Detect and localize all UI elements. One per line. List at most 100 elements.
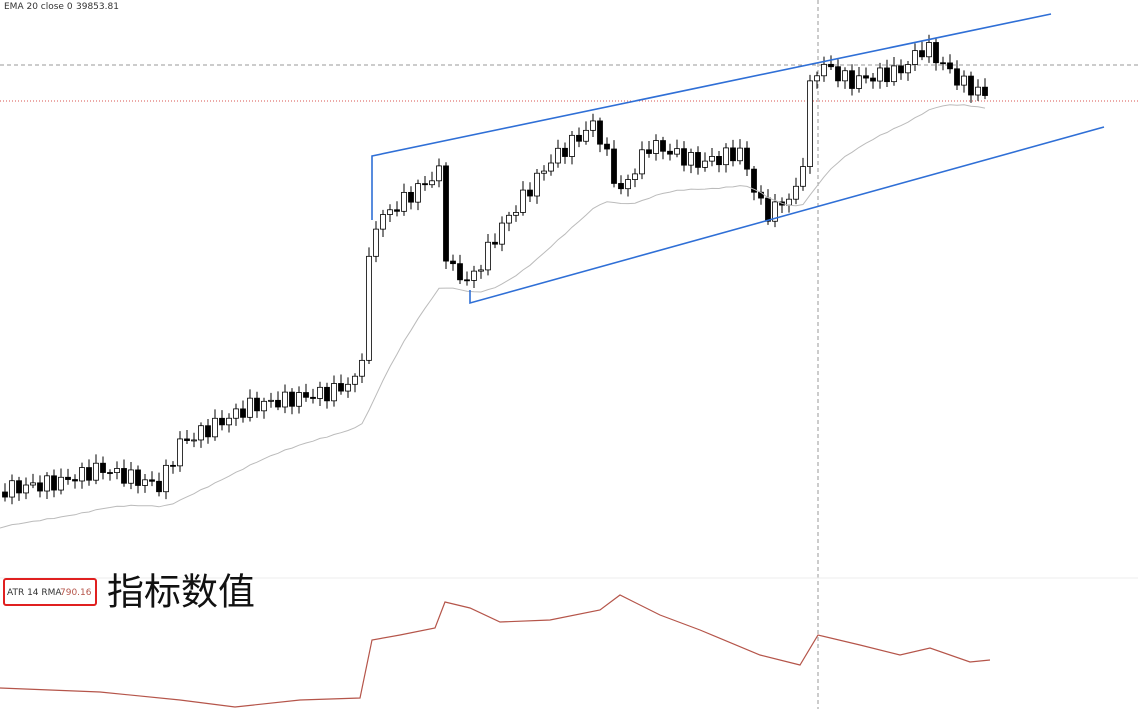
candle-part bbox=[457, 263, 463, 281]
candle-part bbox=[695, 152, 701, 168]
candle-part bbox=[324, 386, 330, 402]
atr-line bbox=[0, 594, 991, 708]
candle-part bbox=[933, 42, 939, 64]
candle-part bbox=[289, 391, 295, 407]
candle-part bbox=[149, 479, 155, 482]
candle-part bbox=[114, 468, 120, 473]
candle-part bbox=[429, 180, 435, 186]
candle-part bbox=[688, 152, 694, 166]
candle-part bbox=[366, 255, 372, 361]
candle-part bbox=[968, 75, 974, 96]
candle-part bbox=[653, 140, 659, 154]
candle-part bbox=[23, 484, 29, 494]
candle-part bbox=[849, 70, 855, 89]
candle-part bbox=[667, 150, 673, 155]
candle-part bbox=[107, 472, 113, 474]
channel-upper bbox=[371, 13, 1052, 220]
candle-part bbox=[198, 425, 204, 441]
candle-part bbox=[632, 173, 638, 180]
candle-part bbox=[121, 468, 127, 484]
candle-part bbox=[723, 147, 729, 166]
candle-part bbox=[79, 467, 85, 482]
candle-part bbox=[58, 476, 64, 491]
candle-part bbox=[912, 50, 918, 65]
candle-part bbox=[254, 397, 260, 412]
candle-part bbox=[86, 467, 92, 481]
candle-part bbox=[569, 134, 575, 157]
candle-part bbox=[275, 399, 281, 408]
candle-part bbox=[422, 183, 428, 186]
candles bbox=[2, 34, 988, 505]
candle-part bbox=[541, 170, 547, 174]
candle-part bbox=[268, 399, 274, 402]
candle-part bbox=[870, 77, 876, 82]
candle-part bbox=[296, 392, 302, 407]
candle-part bbox=[401, 191, 407, 212]
candle-part bbox=[548, 162, 554, 172]
ema-value: 39853.81 bbox=[76, 2, 119, 12]
candle-part bbox=[261, 400, 267, 412]
candle-part bbox=[576, 134, 582, 142]
candle-part bbox=[772, 201, 778, 222]
candle-part bbox=[191, 439, 197, 442]
candle-part bbox=[639, 149, 645, 175]
candle-part bbox=[800, 166, 806, 187]
candle-part bbox=[807, 80, 813, 167]
candle-part bbox=[2, 491, 8, 498]
candle-part bbox=[226, 417, 232, 426]
candle-part bbox=[16, 480, 22, 494]
candle-part bbox=[618, 183, 624, 190]
candle-part bbox=[345, 383, 351, 392]
candle-part bbox=[730, 147, 736, 162]
candle-part bbox=[212, 417, 218, 438]
candle-part bbox=[331, 383, 337, 402]
candle-part bbox=[751, 168, 757, 193]
atr-label: ATR 14 RMA bbox=[7, 588, 62, 598]
candle-part bbox=[65, 476, 71, 480]
candle-part bbox=[240, 408, 246, 418]
candle-part bbox=[247, 397, 253, 418]
candle-part bbox=[821, 63, 827, 77]
candle-part bbox=[142, 479, 148, 486]
candle-part bbox=[660, 140, 666, 152]
candle-part bbox=[527, 189, 533, 197]
candle-part bbox=[856, 75, 862, 89]
candle-part bbox=[604, 143, 610, 150]
candle-part bbox=[163, 464, 169, 493]
candle-part bbox=[135, 469, 141, 486]
candle-part bbox=[814, 75, 820, 82]
candle-part bbox=[415, 183, 421, 203]
candle-part bbox=[93, 462, 99, 481]
candle-part bbox=[156, 480, 162, 493]
candle-part bbox=[835, 66, 841, 82]
candle-part bbox=[828, 63, 834, 68]
candle-part bbox=[583, 129, 589, 142]
candle-part bbox=[919, 50, 925, 58]
channel-lower bbox=[469, 126, 1105, 305]
candle-part bbox=[520, 189, 526, 213]
candle-part bbox=[100, 462, 106, 473]
candle-part bbox=[352, 375, 358, 385]
candle-part bbox=[338, 383, 344, 392]
candle-part bbox=[471, 270, 477, 281]
candle-part bbox=[905, 64, 911, 74]
candle-part bbox=[597, 120, 603, 145]
candle-part bbox=[478, 269, 484, 272]
candle-part bbox=[72, 479, 78, 482]
candle-part bbox=[744, 147, 750, 170]
candle-part bbox=[590, 120, 596, 131]
candle-part bbox=[702, 160, 708, 168]
highlight-box bbox=[3, 578, 97, 606]
candle-part bbox=[184, 438, 190, 441]
annotation: 指标数值 bbox=[107, 571, 255, 614]
candle-part bbox=[954, 68, 960, 86]
candle-part bbox=[485, 241, 491, 271]
candle-part bbox=[898, 65, 904, 74]
candle-part bbox=[891, 65, 897, 83]
candle-part bbox=[611, 148, 617, 184]
candle-part bbox=[303, 392, 309, 398]
candle-part bbox=[310, 396, 316, 399]
candle-part bbox=[128, 469, 134, 484]
